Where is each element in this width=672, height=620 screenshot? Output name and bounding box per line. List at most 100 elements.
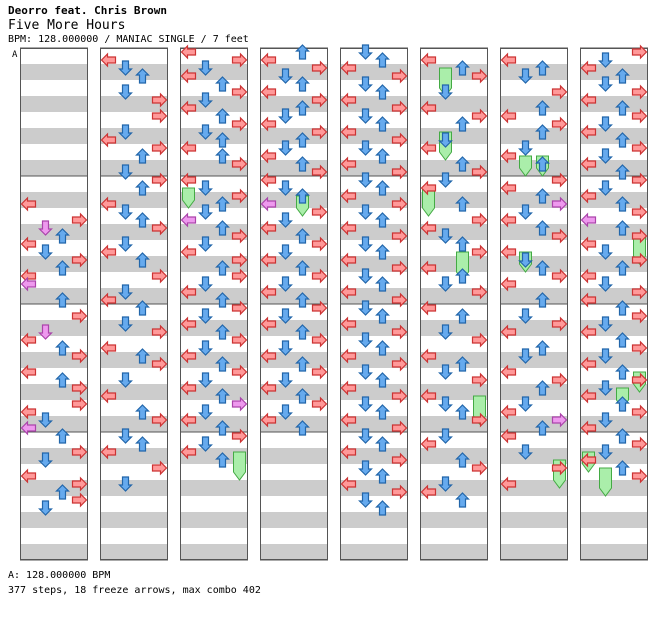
beat-stripe	[420, 448, 488, 464]
beat-stripe	[260, 128, 328, 144]
beat-stripe	[500, 224, 568, 240]
beat-stripe	[20, 352, 88, 368]
artist-name: Deorro feat. Chris Brown	[8, 4, 167, 17]
beat-stripe	[580, 288, 648, 304]
beat-stripe	[420, 320, 488, 336]
beat-stripe	[260, 96, 328, 112]
beat-stripe	[180, 192, 248, 208]
column-border	[20, 48, 88, 560]
beat-stripe	[260, 480, 328, 496]
chart-column	[340, 44, 408, 561]
beat-stripe	[260, 160, 328, 176]
chart-footer: A: 128.000000 BPM 377 steps, 18 freeze a…	[8, 568, 261, 598]
beat-stripe	[100, 96, 168, 112]
beat-stripe	[180, 512, 248, 528]
beat-stripe	[260, 192, 328, 208]
beat-stripe	[20, 96, 88, 112]
column-border	[180, 48, 248, 560]
beat-stripe	[580, 160, 648, 176]
beat-stripe	[260, 320, 328, 336]
column-border	[100, 48, 168, 560]
beat-stripe	[420, 512, 488, 528]
stats-line: 377 steps, 18 freeze arrows, max combo 4…	[8, 585, 261, 596]
beat-stripe	[340, 192, 408, 208]
beat-stripe	[180, 160, 248, 176]
beat-stripe	[420, 64, 488, 80]
chart-column	[100, 47, 168, 561]
beat-stripe	[180, 64, 248, 80]
beat-stripe	[580, 96, 648, 112]
beat-stripe	[260, 224, 328, 240]
beat-stripe	[580, 544, 648, 560]
beat-stripe	[340, 544, 408, 560]
beat-stripe	[260, 448, 328, 464]
beat-stripe	[100, 192, 168, 208]
beat-stripe	[100, 480, 168, 496]
beat-stripe	[180, 224, 248, 240]
beat-stripe	[500, 96, 568, 112]
chart-column	[420, 47, 488, 561]
beat-stripe	[260, 64, 328, 80]
beat-stripe	[100, 384, 168, 400]
beat-stripe	[100, 256, 168, 272]
beat-stripe	[100, 352, 168, 368]
beat-stripe	[180, 448, 248, 464]
beat-stripe	[20, 448, 88, 464]
freeze-arrow-icon	[519, 155, 532, 177]
beat-stripe	[580, 192, 648, 208]
beat-stripe	[420, 224, 488, 240]
beat-stripe	[180, 480, 248, 496]
beat-stripe	[100, 160, 168, 176]
beat-stripe	[340, 96, 408, 112]
chart-column	[180, 45, 248, 561]
column-border	[260, 48, 328, 560]
beat-stripe	[260, 512, 328, 528]
beat-stripe	[20, 64, 88, 80]
beat-stripe	[500, 128, 568, 144]
beat-stripe	[20, 480, 88, 496]
beat-stripe	[500, 416, 568, 432]
chart-column	[20, 47, 88, 561]
beat-stripe	[20, 288, 88, 304]
beat-stripe	[100, 64, 168, 80]
beat-stripe	[580, 384, 648, 400]
beat-stripe	[500, 480, 568, 496]
beat-stripe	[340, 448, 408, 464]
beat-stripe	[20, 544, 88, 560]
segment-label: A	[12, 50, 18, 60]
beat-stripe	[340, 512, 408, 528]
beat-stripe	[20, 128, 88, 144]
beat-stripe	[340, 288, 408, 304]
beat-stripe	[20, 256, 88, 272]
beat-stripe	[580, 256, 648, 272]
beat-stripe	[580, 512, 648, 528]
beat-stripe	[420, 160, 488, 176]
beat-stripe	[20, 416, 88, 432]
beat-stripe	[100, 544, 168, 560]
beat-stripe	[580, 480, 648, 496]
beat-stripe	[340, 256, 408, 272]
beat-stripe	[500, 160, 568, 176]
beat-stripe	[260, 544, 328, 560]
beat-stripe	[500, 256, 568, 272]
beat-stripe	[500, 448, 568, 464]
beat-stripe	[180, 96, 248, 112]
beat-stripe	[260, 352, 328, 368]
beat-stripe	[580, 224, 648, 240]
beat-stripe	[420, 96, 488, 112]
column-border	[580, 48, 648, 560]
freeze-arrow-icon	[182, 187, 195, 209]
beat-stripe	[180, 320, 248, 336]
beat-stripe	[580, 352, 648, 368]
beat-stripe	[580, 320, 648, 336]
bpm-line: A: 128.000000 BPM	[8, 570, 111, 581]
beat-stripe	[340, 416, 408, 432]
beat-stripe	[260, 288, 328, 304]
column-border	[500, 48, 568, 560]
beat-stripe	[500, 64, 568, 80]
chart-column	[580, 45, 648, 561]
beat-stripe	[20, 512, 88, 528]
beat-stripe	[420, 384, 488, 400]
beat-stripe	[340, 352, 408, 368]
beat-stripe	[20, 320, 88, 336]
